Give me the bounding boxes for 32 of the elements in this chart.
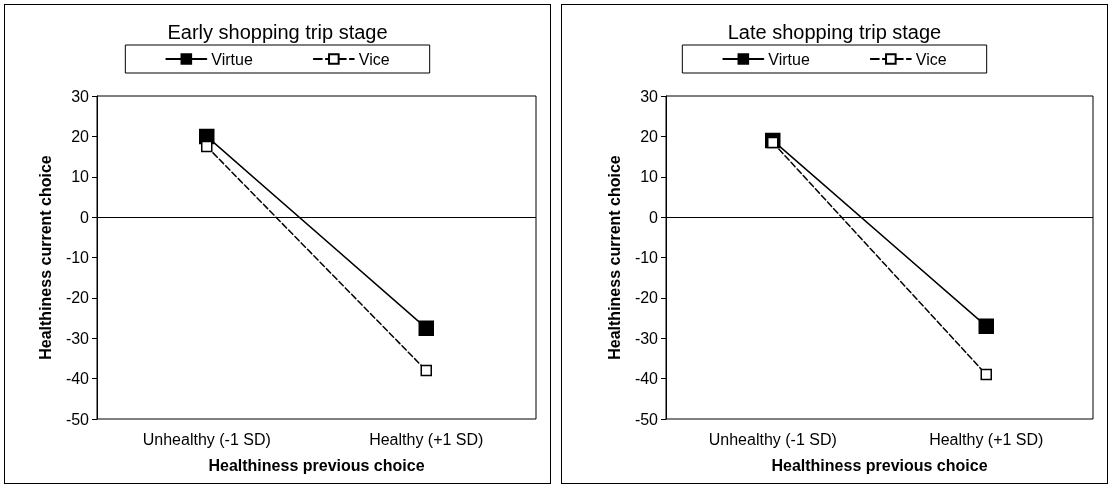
y-axis-title: Healthiness current choice [605, 155, 623, 360]
y-tick-label: -10 [634, 249, 659, 266]
x-axis-title: Healthiness previous choice [771, 456, 988, 474]
y-tick-label: -30 [634, 329, 659, 347]
y-tick-label: 30 [71, 87, 90, 105]
legend-label: Vice [915, 50, 947, 68]
y-tick-label: 20 [71, 127, 90, 145]
legend-label: Virtue [768, 50, 810, 68]
x-tick-label: Unhealthy (-1 SD) [708, 430, 837, 448]
y-tick-label: -40 [65, 370, 90, 388]
y-tick-label: -10 [65, 249, 90, 266]
y-tick-label: -50 [634, 410, 659, 428]
y-tick-label: 30 [640, 87, 659, 105]
y-tick-label: 10 [640, 168, 659, 186]
y-tick-label: -20 [634, 289, 659, 307]
legend-label: Vice [358, 50, 390, 68]
y-tick-label: 0 [80, 208, 90, 226]
chart-title: Early shopping trip stage [167, 21, 388, 43]
y-tick-label: -50 [65, 410, 90, 428]
y-tick-label: -30 [65, 329, 90, 347]
chart-title: Late shopping trip stage [727, 21, 942, 43]
x-tick-label: Unhealthy (-1 SD) [142, 430, 271, 448]
y-tick-label: 20 [640, 127, 659, 145]
y-tick-label: -20 [65, 289, 90, 307]
y-tick-label: -40 [634, 370, 659, 388]
legend-label: Virtue [211, 50, 253, 68]
y-tick-label: 10 [71, 168, 90, 186]
x-tick-label: Healthy (+1 SD) [369, 430, 484, 448]
x-tick-label: Healthy (+1 SD) [929, 430, 1044, 448]
y-tick-label: 0 [649, 208, 659, 226]
x-axis-title: Healthiness previous choice [208, 456, 425, 474]
y-axis-title: Healthiness current choice [36, 155, 54, 360]
